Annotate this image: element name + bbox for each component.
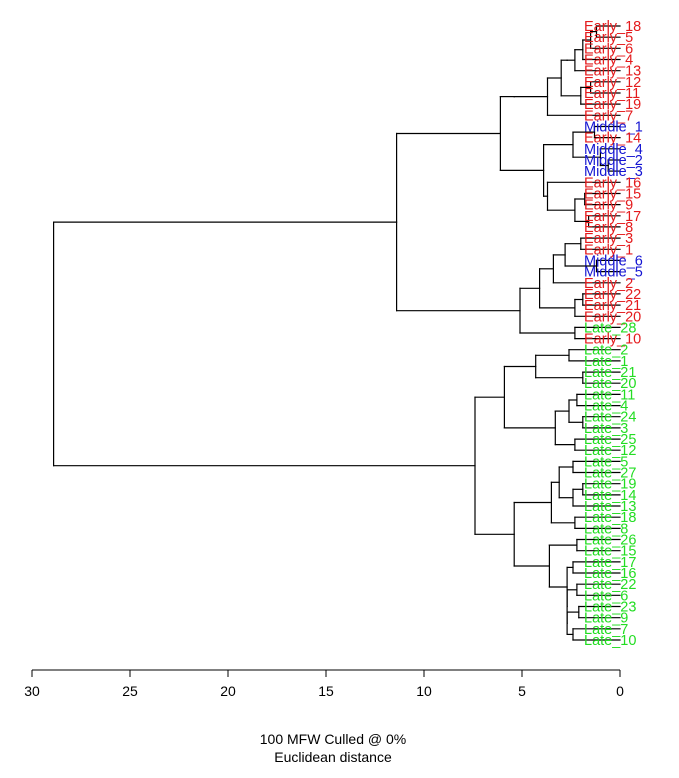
dendrogram-branches <box>52 25 621 641</box>
leaf-label-early-14: Early_14 <box>584 131 641 147</box>
leaf-label-late-18: Late_18 <box>584 510 636 526</box>
leaf-label-middle-6: Middle_6 <box>584 253 643 269</box>
x-axis-label: 100 MFW Culled @ 0% <box>260 731 406 747</box>
x-tick-label: 20 <box>220 683 236 699</box>
leaf-label-late-16: Late_16 <box>584 566 636 582</box>
leaf-label-early-16: Early_16 <box>584 175 641 191</box>
leaf-label-late-19: Late_19 <box>584 477 636 493</box>
leaf-label-late-13: Late_13 <box>584 499 636 515</box>
leaf-label-late-10: Late_10 <box>584 633 636 649</box>
leaf-label-middle-2: Middle_2 <box>584 153 643 169</box>
leaf-label-early-6: Early_6 <box>584 41 633 57</box>
leaf-label-middle-1: Middle_1 <box>584 120 643 136</box>
leaf-label-early-5: Early_5 <box>584 30 633 46</box>
leaf-label-late-7: Late_7 <box>584 622 628 638</box>
leaf-label-late-1: Late_1 <box>584 354 628 370</box>
x-tick-label: 15 <box>318 683 334 699</box>
leaf-label-late-24: Late_24 <box>584 410 636 426</box>
leaf-label-early-4: Early_4 <box>584 53 633 69</box>
leaf-label-late-5: Late_5 <box>584 454 628 470</box>
leaf-label-early-17: Early_17 <box>584 209 641 225</box>
x-axis: 30 25 20 15 10 5 0 <box>24 669 624 699</box>
leaf-label-early-8: Early_8 <box>584 220 633 236</box>
leaf-label-late-20: Late_20 <box>584 376 636 392</box>
leaf-label-early-11: Early_11 <box>584 86 640 102</box>
x-tick-label: 0 <box>616 683 624 699</box>
x-axis-sublabel: Euclidean distance <box>274 749 392 765</box>
leaf-label-late-6: Late_6 <box>584 588 628 604</box>
leaf-label-late-2: Late_2 <box>584 343 628 359</box>
leaf-label-late-12: Late_12 <box>584 443 636 459</box>
leaf-label-middle-4: Middle_4 <box>584 142 643 158</box>
leaf-label-late-27: Late_27 <box>584 466 636 482</box>
leaf-label-late-11: Late_11 <box>584 387 635 403</box>
leaf-label-early-21: Early_21 <box>584 298 641 314</box>
leaf-label-early-3: Early_3 <box>584 231 633 247</box>
leaf-label-late-23: Late_23 <box>584 600 636 616</box>
leaf-label-late-14: Late_14 <box>584 488 636 504</box>
leaf-label-early-1: Early_1 <box>584 242 633 258</box>
leaf-label-middle-3: Middle_3 <box>584 164 643 180</box>
leaf-label-late-8: Late_8 <box>584 521 628 537</box>
leaf-label-late-4: Late_4 <box>584 399 628 415</box>
leaf-label-late-9: Late_9 <box>584 611 628 627</box>
leaf-label-late-25: Late_25 <box>584 432 636 448</box>
leaf-label-late-28: Late_28 <box>584 320 636 336</box>
leaf-label-late-22: Late_22 <box>584 577 636 593</box>
x-tick-label: 10 <box>416 683 432 699</box>
leaf-label-late-15: Late_15 <box>584 544 636 560</box>
leaf-label-early-2: Early_2 <box>584 276 633 292</box>
leaf-label-early-13: Early_13 <box>584 64 641 80</box>
leaf-label-late-21: Late_21 <box>584 365 636 381</box>
leaf-label-late-26: Late_26 <box>584 533 636 549</box>
x-tick-label: 25 <box>122 683 138 699</box>
leaf-label-early-15: Early_15 <box>584 187 641 203</box>
leaf-label-early-19: Early_19 <box>584 97 641 113</box>
leaf-label-late-17: Late_17 <box>584 555 636 571</box>
leaf-label-early-9: Early_9 <box>584 198 633 214</box>
x-tick-label: 30 <box>24 683 40 699</box>
leaf-label-early-12: Early_12 <box>584 75 641 91</box>
leaf-label-early-10: Early_10 <box>584 332 641 348</box>
x-tick-label: 5 <box>518 683 526 699</box>
leaf-label-early-22: Early_22 <box>584 287 641 303</box>
leaf-label-early-18: Early_18 <box>584 19 641 35</box>
leaf-label-early-7: Early_7 <box>584 108 633 124</box>
leaf-label-late-3: Late_3 <box>584 421 628 437</box>
leaf-label-early-20: Early_20 <box>584 309 641 325</box>
leaf-label-middle-5: Middle_5 <box>584 265 643 281</box>
leaf-labels: Early_18Early_5Early_6Early_4Early_13Ear… <box>584 19 643 649</box>
